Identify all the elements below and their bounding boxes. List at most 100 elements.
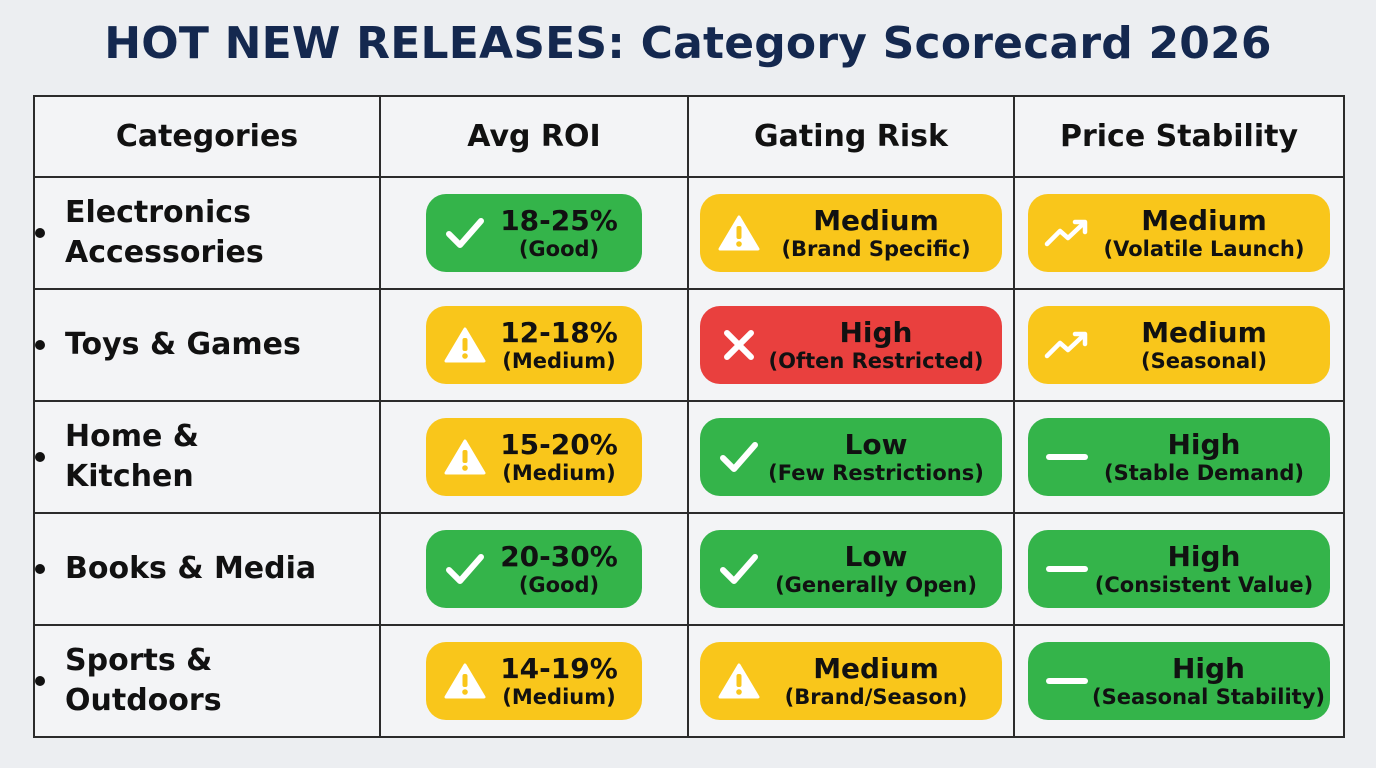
gating-text: Medium (Brand Specific)	[764, 206, 988, 261]
price-value: Medium	[1141, 203, 1267, 237]
warning-icon	[440, 434, 490, 480]
price-value: High	[1167, 427, 1241, 461]
price-text: High (Consistent Value)	[1092, 539, 1316, 597]
roi-cell: 18-25% (Good)	[379, 176, 689, 290]
roi-value: 20-30%	[500, 539, 618, 573]
bullet-icon	[35, 228, 45, 238]
price-text: Medium (Seasonal)	[1092, 315, 1316, 372]
roi-badge: 18-25% (Good)	[426, 194, 642, 272]
price-text: High (Stable Demand)	[1092, 427, 1316, 485]
gating-text: Low (Generally Open)	[764, 539, 988, 596]
warning-icon	[714, 210, 764, 256]
gating-badge: Low (Few Restrictions)	[700, 418, 1002, 496]
gating-note: (Few Restrictions)	[768, 460, 984, 485]
roi-note: (Good)	[518, 236, 600, 261]
category-label-line: Outdoors	[65, 683, 222, 718]
price-note: (Consistent Value)	[1094, 572, 1314, 597]
price-text: Medium (Volatile Launch)	[1092, 203, 1316, 261]
roi-text: 12-18% (Medium)	[490, 315, 628, 373]
roi-badge: 20-30% (Good)	[426, 530, 642, 608]
warning-icon	[714, 658, 764, 704]
price-badge: High (Seasonal Stability)	[1028, 642, 1330, 720]
category-cell: Toys & Games	[33, 288, 381, 402]
price-badge: High (Consistent Value)	[1028, 530, 1330, 608]
price-badge: High (Stable Demand)	[1028, 418, 1330, 496]
category-label-line: Books & Media	[65, 551, 317, 586]
trend-up-icon	[1042, 322, 1092, 368]
header-price-stability: Price Stability	[1013, 95, 1345, 178]
check-icon	[714, 434, 764, 480]
price-badge: Medium (Seasonal)	[1028, 306, 1330, 384]
scorecard-table: Categories Avg ROI Gating Risk Price Sta…	[33, 95, 1345, 738]
price-cell: High (Seasonal Stability)	[1013, 624, 1345, 738]
warning-icon	[440, 322, 490, 368]
category-label: Sports & Outdoors	[65, 641, 222, 721]
category-label-line: Accessories	[65, 235, 264, 270]
gating-badge: Medium (Brand Specific)	[700, 194, 1002, 272]
price-note: (Stable Demand)	[1103, 460, 1305, 485]
category-label-line: Home &	[65, 419, 199, 454]
roi-text: 15-20% (Medium)	[490, 427, 628, 484]
gating-text: High (Often Restricted)	[764, 315, 988, 372]
gating-value: Medium	[813, 651, 939, 685]
category-label-line: Kitchen	[65, 459, 194, 494]
header-gating-risk: Gating Risk	[687, 95, 1015, 178]
price-value: High	[1167, 539, 1241, 573]
roi-note: (Medium)	[502, 348, 616, 373]
roi-cell: 20-30% (Good)	[379, 512, 689, 626]
gating-note: (Brand Specific)	[781, 236, 971, 261]
category-label: Books & Media	[65, 549, 316, 589]
roi-badge: 12-18% (Medium)	[426, 306, 642, 384]
table-row-electronics-accessories: Electronics Accessories 18-25% (Good) Medium…	[33, 176, 1345, 290]
category-label: Home & Kitchen	[65, 417, 199, 497]
gating-badge: High (Often Restricted)	[700, 306, 1002, 384]
gating-badge: Medium (Brand/Season)	[700, 642, 1002, 720]
gating-note: (Brand/Season)	[784, 684, 968, 709]
price-cell: Medium (Seasonal)	[1013, 288, 1345, 402]
bullet-icon	[35, 676, 45, 686]
gating-value: High	[839, 315, 913, 349]
roi-text: 14-19% (Medium)	[490, 651, 628, 709]
roi-value: 18-25%	[500, 203, 618, 237]
category-cell: Home & Kitchen	[33, 400, 381, 514]
price-cell: High (Stable Demand)	[1013, 400, 1345, 514]
price-note: (Volatile Launch)	[1103, 236, 1305, 261]
category-cell: Sports & Outdoors	[33, 624, 381, 738]
roi-badge: 15-20% (Medium)	[426, 418, 642, 496]
table-row-sports-and-outdoors: Sports & Outdoors 14-19% (Medium) Medium (Bra…	[33, 624, 1345, 738]
trend-up-icon	[1042, 210, 1092, 256]
roi-badge: 14-19% (Medium)	[426, 642, 642, 720]
price-text: High (Seasonal Stability)	[1092, 654, 1325, 708]
price-cell: Medium (Volatile Launch)	[1013, 176, 1345, 290]
roi-value: 15-20%	[500, 427, 618, 461]
category-label-line: Toys & Games	[65, 327, 301, 362]
dash-icon	[1042, 546, 1092, 592]
check-icon	[714, 546, 764, 592]
dash-icon	[1042, 434, 1092, 480]
table-row-books-and-media: Books & Media 20-30% (Good) Low (Generally O…	[33, 512, 1345, 626]
x-icon	[714, 322, 764, 368]
bullet-icon	[35, 340, 45, 350]
gating-cell: High (Often Restricted)	[687, 288, 1015, 402]
bullet-icon	[35, 452, 45, 462]
category-label: Toys & Games	[65, 325, 301, 365]
gating-cell: Medium (Brand/Season)	[687, 624, 1015, 738]
gating-value: Low	[844, 427, 908, 461]
roi-cell: 14-19% (Medium)	[379, 624, 689, 738]
gating-cell: Low (Few Restrictions)	[687, 400, 1015, 514]
page-title: HOT NEW RELEASES: Category Scorecard 202…	[104, 18, 1272, 69]
warning-icon	[440, 658, 490, 704]
roi-note: (Medium)	[502, 684, 616, 709]
roi-value: 14-19%	[500, 651, 618, 685]
table-row-toys-and-games: Toys & Games 12-18% (Medium) High (Often Res…	[33, 288, 1345, 402]
category-label-line: Electronics	[65, 195, 251, 230]
gating-value: Low	[844, 539, 908, 573]
roi-value: 12-18%	[500, 315, 618, 349]
price-value: Medium	[1141, 315, 1267, 349]
table-row-home-and-kitchen: Home & Kitchen 15-20% (Medium) Low (Few Restr…	[33, 400, 1345, 514]
gating-text: Low (Few Restrictions)	[764, 427, 988, 485]
category-label: Electronics Accessories	[65, 193, 264, 273]
header-categories: Categories	[33, 95, 381, 178]
gating-cell: Medium (Brand Specific)	[687, 176, 1015, 290]
